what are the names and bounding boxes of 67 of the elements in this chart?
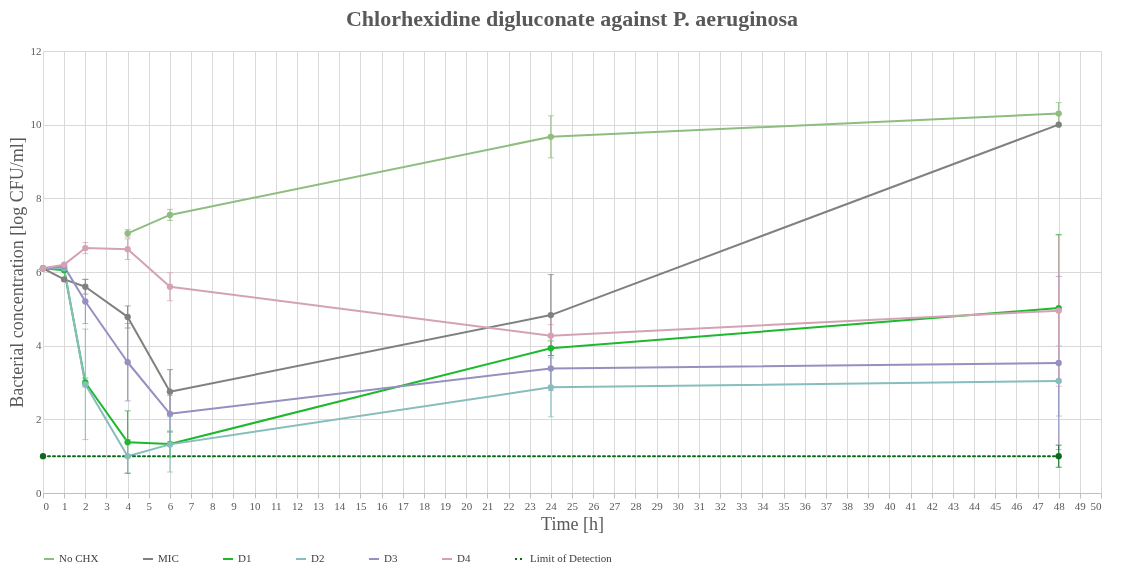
x-tick-label: 15 bbox=[355, 499, 367, 512]
x-tick-label: 42 bbox=[926, 499, 938, 512]
x-tick-label: 11 bbox=[270, 499, 282, 512]
x-tick-label: 27 bbox=[609, 499, 621, 512]
x-tick-label: 33 bbox=[736, 499, 748, 512]
x-tick-label: 7 bbox=[188, 499, 195, 512]
legend-label: MIC bbox=[158, 552, 179, 564]
x-tick-label: 38 bbox=[842, 499, 854, 512]
x-tick-label: 21 bbox=[482, 499, 494, 512]
y-axis-title: Bacterial concentration [log CFU/ml] bbox=[6, 137, 27, 408]
x-tick-label: 31 bbox=[693, 499, 705, 512]
x-tick-label: 14 bbox=[334, 499, 346, 512]
x-tick-label: 25 bbox=[567, 499, 579, 512]
y-tick-label: 4 bbox=[36, 339, 42, 352]
x-tick-label: 26 bbox=[588, 499, 600, 512]
x-tick-label: 50 bbox=[1090, 499, 1102, 512]
x-tick-label: 5 bbox=[146, 499, 153, 512]
x-tick-label: 43 bbox=[947, 499, 960, 512]
x-tick-label: 44 bbox=[969, 499, 981, 512]
x-tick-label: 47 bbox=[1032, 499, 1045, 512]
legend-label: D2 bbox=[311, 552, 325, 564]
x-tick-label: 19 bbox=[440, 499, 452, 512]
x-tick-label: 22 bbox=[503, 499, 515, 512]
y-tick-label: 12 bbox=[30, 44, 42, 57]
x-tick-label: 18 bbox=[418, 499, 431, 512]
legend-label: D3 bbox=[384, 552, 398, 564]
x-tick-label: 12 bbox=[291, 499, 303, 512]
x-tick-label: 24 bbox=[545, 499, 558, 512]
x-tick-label: 9 bbox=[231, 499, 238, 512]
x-tick-label: 41 bbox=[905, 499, 917, 512]
y-tick-label: 0 bbox=[36, 486, 42, 499]
x-tick-label: 35 bbox=[778, 499, 791, 512]
x-tick-label: 4 bbox=[125, 499, 132, 512]
x-tick-label: 13 bbox=[313, 499, 325, 512]
y-tick-label: 6 bbox=[36, 265, 42, 278]
x-tick-label: 23 bbox=[524, 499, 537, 512]
legend-label: D4 bbox=[457, 552, 471, 564]
x-tick-label: 3 bbox=[104, 499, 111, 512]
y-tick-label: 2 bbox=[36, 412, 42, 425]
x-tick-label: 32 bbox=[715, 499, 727, 512]
legend-label: D1 bbox=[238, 552, 252, 564]
x-tick-label: 8 bbox=[210, 499, 217, 512]
x-tick-label: 16 bbox=[376, 499, 389, 512]
x-tick-label: 39 bbox=[863, 499, 875, 512]
x-tick-label: 45 bbox=[990, 499, 1002, 512]
x-tick-label: 46 bbox=[1011, 499, 1023, 512]
x-tick-label: 49 bbox=[1074, 499, 1087, 512]
x-tick-label: 40 bbox=[884, 499, 896, 512]
x-tick-label: 10 bbox=[249, 499, 262, 512]
x-tick-label: 1 bbox=[61, 499, 68, 512]
x-tick-label: 29 bbox=[651, 499, 664, 512]
chart-title: Chlorhexidine digluconate against P. aeruginosa bbox=[345, 6, 799, 31]
x-tick-label: 17 bbox=[397, 499, 410, 512]
y-tick-label: 10 bbox=[30, 118, 42, 131]
x-tick-label: 6 bbox=[167, 499, 174, 512]
legend-label: Limit of Detection bbox=[530, 552, 613, 564]
x-tick-label: 36 bbox=[799, 499, 812, 512]
legend-label: No CHX bbox=[59, 552, 99, 564]
x-tick-label: 20 bbox=[461, 499, 473, 512]
x-tick-label: 48 bbox=[1053, 499, 1066, 512]
x-tick-label: 28 bbox=[630, 499, 642, 512]
x-tick-label: 30 bbox=[672, 499, 685, 512]
x-tick-label: 2 bbox=[83, 499, 89, 512]
y-tick-label: 8 bbox=[36, 191, 42, 204]
x-tick-label: 34 bbox=[757, 499, 769, 512]
x-tick-label: 37 bbox=[820, 499, 833, 512]
x-axis-title: Time [h] bbox=[541, 513, 604, 534]
